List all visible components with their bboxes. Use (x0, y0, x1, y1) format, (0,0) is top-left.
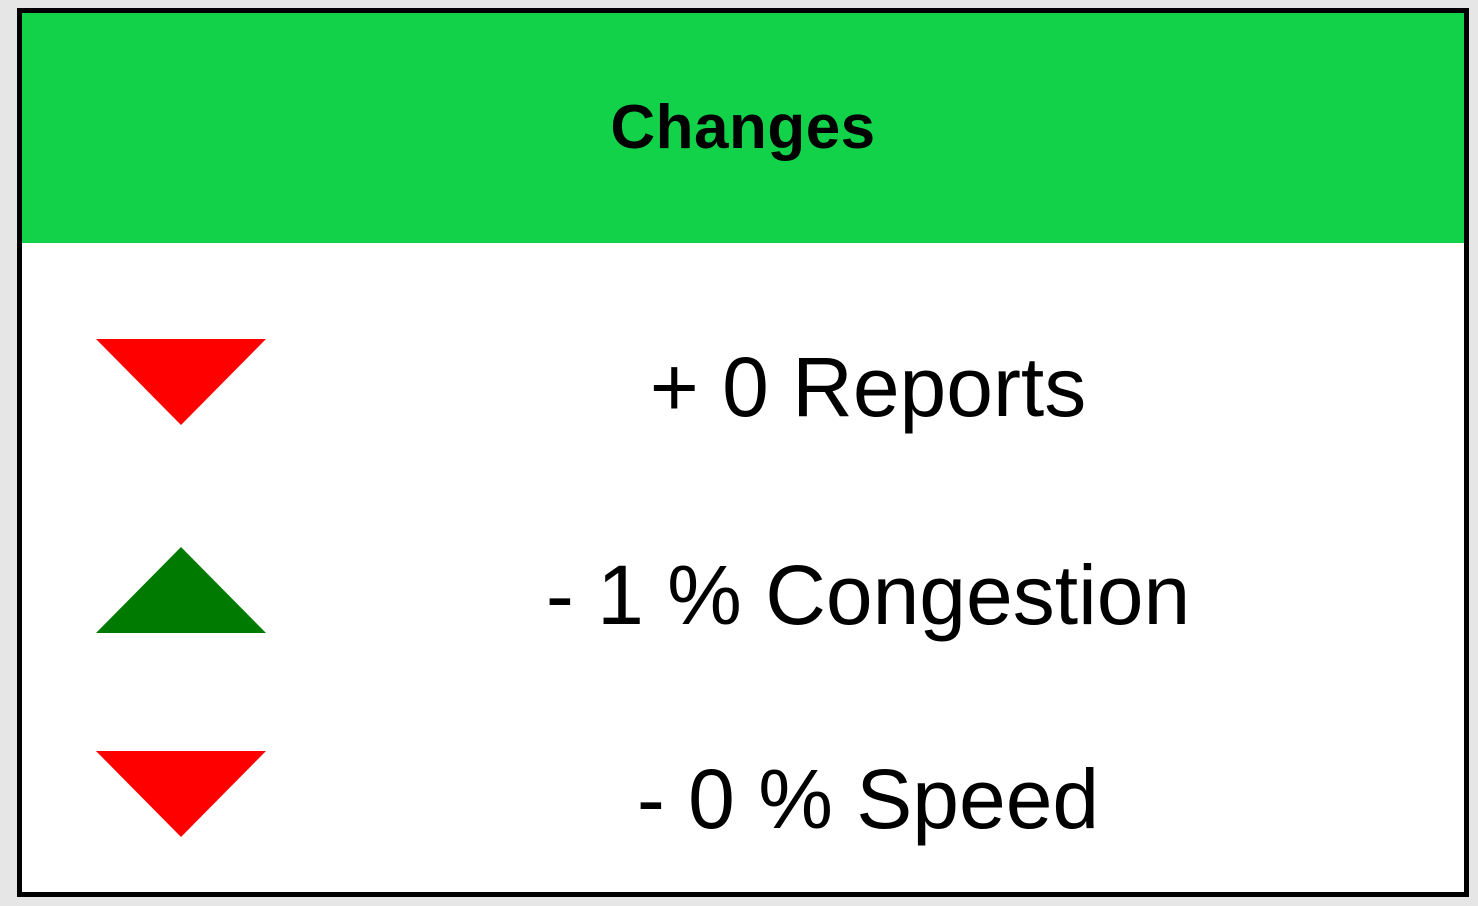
card-title: Changes (610, 92, 876, 162)
change-text-congestion: - 1 % Congestion (545, 547, 1191, 642)
changes-card: Changes + 0 Reports - 1 % Congestion (17, 8, 1469, 897)
down-triangle-icon (96, 751, 266, 837)
changes-list: + 0 Reports - 1 % Congestion - 0 % Speed (22, 243, 1464, 892)
change-row-reports: + 0 Reports (22, 317, 1464, 457)
change-row-speed: - 0 % Speed (22, 729, 1464, 869)
card-header: Changes (22, 13, 1464, 243)
change-row-congestion: - 1 % Congestion (22, 525, 1464, 665)
change-text-speed: - 0 % Speed (636, 751, 1100, 846)
up-triangle-icon (96, 547, 266, 633)
down-triangle-icon (96, 339, 266, 425)
change-text-reports: + 0 Reports (649, 339, 1087, 434)
